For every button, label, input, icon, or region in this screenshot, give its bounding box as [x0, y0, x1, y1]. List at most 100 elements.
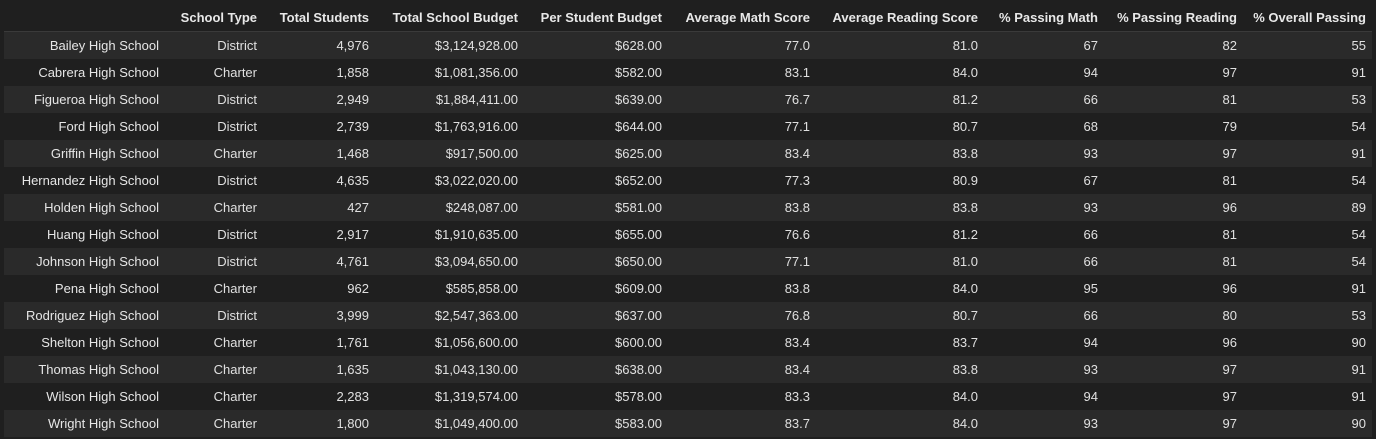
school-type-cell: District: [165, 302, 263, 329]
avg-reading-cell: 84.0: [816, 275, 984, 302]
pct-passing-math-cell: 93: [984, 410, 1104, 437]
per-student-budget-cell: $637.00: [524, 302, 668, 329]
avg-reading-cell: 80.7: [816, 302, 984, 329]
total-students-cell: 962: [263, 275, 375, 302]
pct-passing-reading-cell: 96: [1104, 329, 1243, 356]
pct-overall-passing-cell: 90: [1243, 329, 1372, 356]
school-type-cell: Charter: [165, 356, 263, 383]
avg-reading-cell: 84.0: [816, 59, 984, 86]
header-row: School Type Total Students Total School Bu…: [4, 4, 1372, 32]
school-name-cell: Griffin High School: [4, 140, 165, 167]
pct-overall-passing-cell: 91: [1243, 383, 1372, 410]
pct-overall-passing-cell: 91: [1243, 275, 1372, 302]
total-students-cell: 2,917: [263, 221, 375, 248]
per-student-budget-cell: $609.00: [524, 275, 668, 302]
pct-overall-passing-cell: 53: [1243, 86, 1372, 113]
pct-passing-reading-cell: 81: [1104, 86, 1243, 113]
per-student-budget-cell: $625.00: [524, 140, 668, 167]
total-budget-cell: $3,124,928.00: [375, 31, 524, 59]
pct-overall-passing-cell: 91: [1243, 140, 1372, 167]
pct-passing-math-cell: 94: [984, 329, 1104, 356]
total-students-cell: 3,999: [263, 302, 375, 329]
pct-overall-passing-cell: 90: [1243, 410, 1372, 437]
avg-math-cell: 76.6: [668, 221, 816, 248]
per-student-budget-cell: $638.00: [524, 356, 668, 383]
table-row: Wright High School Charter 1,800 $1,049,400…: [4, 410, 1372, 437]
pct-passing-math-cell: 66: [984, 248, 1104, 275]
avg-math-cell: 76.7: [668, 86, 816, 113]
avg-math-header: Average Math Score: [668, 4, 816, 32]
avg-math-cell: 77.3: [668, 167, 816, 194]
avg-math-cell: 77.1: [668, 113, 816, 140]
table-row: Hernandez High School District 4,635 $3,022…: [4, 167, 1372, 194]
avg-math-cell: 83.3: [668, 383, 816, 410]
school-name-cell: Johnson High School: [4, 248, 165, 275]
school-type-cell: Charter: [165, 410, 263, 437]
index-header: [4, 4, 165, 32]
school-name-cell: Ford High School: [4, 113, 165, 140]
avg-math-cell: 83.4: [668, 329, 816, 356]
pct-overall-passing-cell: 91: [1243, 59, 1372, 86]
total-students-cell: 1,858: [263, 59, 375, 86]
total-students-cell: 2,949: [263, 86, 375, 113]
per-student-budget-cell: $628.00: [524, 31, 668, 59]
total-budget-cell: $1,049,400.00: [375, 410, 524, 437]
pct-passing-reading-header: % Passing Reading: [1104, 4, 1243, 32]
pct-passing-math-cell: 93: [984, 140, 1104, 167]
table-row: Huang High School District 2,917 $1,910,635…: [4, 221, 1372, 248]
total-students-cell: 2,739: [263, 113, 375, 140]
total-students-cell: 4,635: [263, 167, 375, 194]
per-student-budget-cell: $600.00: [524, 329, 668, 356]
pct-passing-reading-cell: 97: [1104, 356, 1243, 383]
school-type-cell: District: [165, 31, 263, 59]
table-row: Pena High School Charter 962 $585,858.00 $60…: [4, 275, 1372, 302]
table-body: Bailey High School District 4,976 $3,124,92…: [4, 31, 1372, 437]
school-type-cell: District: [165, 221, 263, 248]
pct-overall-passing-cell: 54: [1243, 113, 1372, 140]
pct-passing-math-cell: 66: [984, 221, 1104, 248]
total-budget-cell: $1,081,356.00: [375, 59, 524, 86]
pct-passing-reading-cell: 79: [1104, 113, 1243, 140]
school-type-cell: Charter: [165, 140, 263, 167]
per-student-budget-cell: $583.00: [524, 410, 668, 437]
total-students-cell: 4,761: [263, 248, 375, 275]
pct-overall-passing-cell: 54: [1243, 221, 1372, 248]
pct-passing-reading-cell: 81: [1104, 248, 1243, 275]
school-type-cell: Charter: [165, 383, 263, 410]
school-type-header: School Type: [165, 4, 263, 32]
pct-passing-math-cell: 93: [984, 356, 1104, 383]
school-name-cell: Hernandez High School: [4, 167, 165, 194]
table-row: Cabrera High School Charter 1,858 $1,081,35…: [4, 59, 1372, 86]
pct-overall-passing-cell: 55: [1243, 31, 1372, 59]
pct-overall-passing-header: % Overall Passing: [1243, 4, 1372, 32]
pct-overall-passing-cell: 91: [1243, 356, 1372, 383]
pct-passing-reading-cell: 82: [1104, 31, 1243, 59]
school-name-cell: Cabrera High School: [4, 59, 165, 86]
avg-math-cell: 83.8: [668, 275, 816, 302]
pct-passing-reading-cell: 81: [1104, 167, 1243, 194]
total-budget-cell: $1,319,574.00: [375, 383, 524, 410]
avg-reading-cell: 84.0: [816, 383, 984, 410]
school-name-cell: Holden High School: [4, 194, 165, 221]
avg-math-cell: 76.8: [668, 302, 816, 329]
per-student-budget-cell: $639.00: [524, 86, 668, 113]
total-budget-cell: $1,056,600.00: [375, 329, 524, 356]
per-student-budget-cell: $655.00: [524, 221, 668, 248]
table-row: Johnson High School District 4,761 $3,094,6…: [4, 248, 1372, 275]
table-row: Griffin High School Charter 1,468 $917,500.…: [4, 140, 1372, 167]
total-budget-cell: $585,858.00: [375, 275, 524, 302]
pct-passing-math-cell: 67: [984, 167, 1104, 194]
total-budget-cell: $1,763,916.00: [375, 113, 524, 140]
avg-math-cell: 77.0: [668, 31, 816, 59]
per-student-budget-cell: $578.00: [524, 383, 668, 410]
avg-math-cell: 83.4: [668, 140, 816, 167]
school-name-cell: Huang High School: [4, 221, 165, 248]
pct-passing-math-cell: 94: [984, 383, 1104, 410]
pct-passing-reading-cell: 97: [1104, 383, 1243, 410]
per-student-budget-cell: $652.00: [524, 167, 668, 194]
pct-passing-math-cell: 68: [984, 113, 1104, 140]
total-budget-cell: $3,022,020.00: [375, 167, 524, 194]
pct-passing-reading-cell: 96: [1104, 194, 1243, 221]
total-students-cell: 1,468: [263, 140, 375, 167]
total-budget-cell: $248,087.00: [375, 194, 524, 221]
